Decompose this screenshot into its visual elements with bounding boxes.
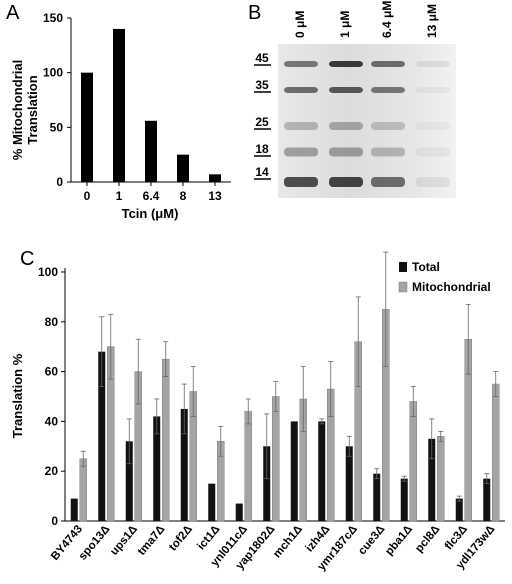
blot-panel: 0 μM 1 μM 6.4 μM 13 μM 45 35 25 18 14 (254, 1, 450, 187)
blot-band (371, 122, 405, 130)
chart-a-category-label: 1 (116, 189, 123, 203)
chart-c-bar-total (70, 498, 78, 521)
chart-c-category-label: pba1Δ (383, 523, 415, 558)
chart-c-bar-mitochondrial (162, 358, 170, 522)
blot-band (416, 177, 450, 187)
blot-band (284, 177, 318, 187)
blot-band (329, 87, 363, 93)
chart-c-category-label: flc3Δ (443, 523, 470, 552)
chart-c-bar-total (373, 473, 381, 521)
legend-label-mitochondrial: Mitochondrial (412, 280, 491, 294)
blot-lane-label: 0 μM (293, 11, 307, 38)
chart-c-bar-total (125, 441, 133, 521)
chart-a-bar (145, 120, 157, 182)
blot-band (329, 147, 363, 157)
chart-c-category-label: pcl8Δ (413, 523, 442, 555)
chart-a-category-label: 13 (208, 189, 222, 203)
blot-band (371, 177, 405, 187)
chart-c-category-label: tof2Δ (167, 523, 195, 553)
chart-a-y-tick-label: 100 (43, 66, 63, 80)
blot-band (416, 87, 450, 93)
chart-c-bar-mitochondrial (244, 411, 252, 522)
blot-band (329, 122, 363, 130)
blot-band (371, 87, 405, 93)
blot-marker-label: 14 (255, 165, 269, 179)
chart-a-bar (209, 174, 221, 182)
blot-lane-label: 1 μM (338, 11, 352, 38)
blot-band (284, 61, 318, 67)
chart-a-y-tick-label: 50 (50, 120, 64, 134)
chart-a-bar (113, 28, 125, 182)
blot-marker-label: 18 (255, 142, 269, 156)
chart-c-bar-mitochondrial (437, 436, 445, 522)
blot-band (416, 122, 450, 130)
chart-c-bar-mitochondrial (79, 458, 87, 522)
panel-a-label: A (6, 2, 20, 24)
blot-band (284, 122, 318, 130)
panel-b-label: B (248, 2, 262, 24)
chart-c-bar-total (290, 421, 298, 521)
blot-band (284, 147, 318, 157)
legend-swatch-mitochondrial (398, 281, 408, 293)
chart-c-category-label: ups1Δ (108, 523, 140, 558)
legend-swatch-total (399, 262, 407, 272)
chart-c-bar-total (318, 421, 326, 521)
chart-c-bar-mitochondrial (272, 396, 280, 522)
chart-c-y-tick-label: 80 (45, 315, 59, 329)
chart-a-bar (81, 72, 93, 182)
chart-a-y-tick-label: 150 (43, 11, 63, 25)
blot-marker-label: 45 (255, 51, 269, 65)
chart-c-y-label: Translation % (10, 353, 25, 438)
chart-c-legend: Total Mitochondrial (398, 260, 491, 294)
chart-c-category-label: cue3Δ (356, 523, 387, 557)
blot-band (371, 61, 405, 67)
chart-c-bar-total (400, 478, 408, 521)
chart-c-y-tick-label: 40 (45, 414, 59, 428)
chart-a-y-label-line-2: Translation (25, 75, 40, 144)
western-blot-image (278, 44, 456, 198)
chart-c-bar-total (263, 446, 271, 521)
blot-band (416, 61, 450, 67)
chart-c-bar-total (483, 478, 491, 521)
chart-c-bar-mitochondrial (492, 383, 500, 522)
blot-lane-label: 6.4 μM (380, 1, 394, 38)
chart-a-y-label-line-1: % Mitochondrial (10, 60, 25, 160)
panel-c-label: C (20, 248, 35, 270)
blot-band (416, 147, 450, 157)
chart-a-category-label: 8 (180, 189, 187, 203)
chart-c-bar-total (208, 483, 216, 521)
chart-c-bar-total (345, 446, 353, 521)
chart-c-y-tick-label: 60 (45, 365, 59, 379)
chart-c-bar-total (455, 498, 463, 521)
blot-lane-label: 13 μM (425, 4, 439, 38)
legend-label-total: Total (412, 260, 440, 274)
blot-band (329, 177, 363, 187)
chart-c-y-tick-label: 100 (38, 265, 58, 279)
chart-c-bar-total (98, 351, 106, 521)
chart-c-category-label: mch1Δ (271, 523, 305, 560)
blot-band (371, 147, 405, 157)
chart-a: 0 50 100 150 0 1 6.4 8 13 % Mitochondrial Trans… (10, 11, 231, 221)
chart-c-y-tick-label: 0 (51, 514, 58, 528)
chart-c-bar-total (235, 503, 243, 521)
chart-c-bar-mitochondrial (409, 401, 417, 522)
chart-c-bar-total (153, 416, 161, 521)
blot-marker-label: 35 (255, 78, 269, 92)
chart-c-category-label: tma7Δ (136, 523, 168, 558)
chart-c-bar-total (180, 408, 188, 521)
blot-band (284, 87, 318, 93)
chart-a-y-tick-label: 0 (56, 175, 63, 189)
chart-c-category-label: ict1Δ (195, 523, 222, 552)
blot-band (329, 61, 363, 67)
chart-a-category-label: 0 (84, 189, 91, 203)
chart-a-x-label: Tcin (μM) (122, 206, 179, 221)
chart-c-bar-total (428, 438, 436, 521)
chart-c-y-tick-label: 20 (45, 464, 59, 478)
chart-a-bar (177, 154, 189, 182)
chart-a-category-label: 6.4 (143, 189, 160, 203)
blot-marker-label: 25 (255, 115, 269, 129)
